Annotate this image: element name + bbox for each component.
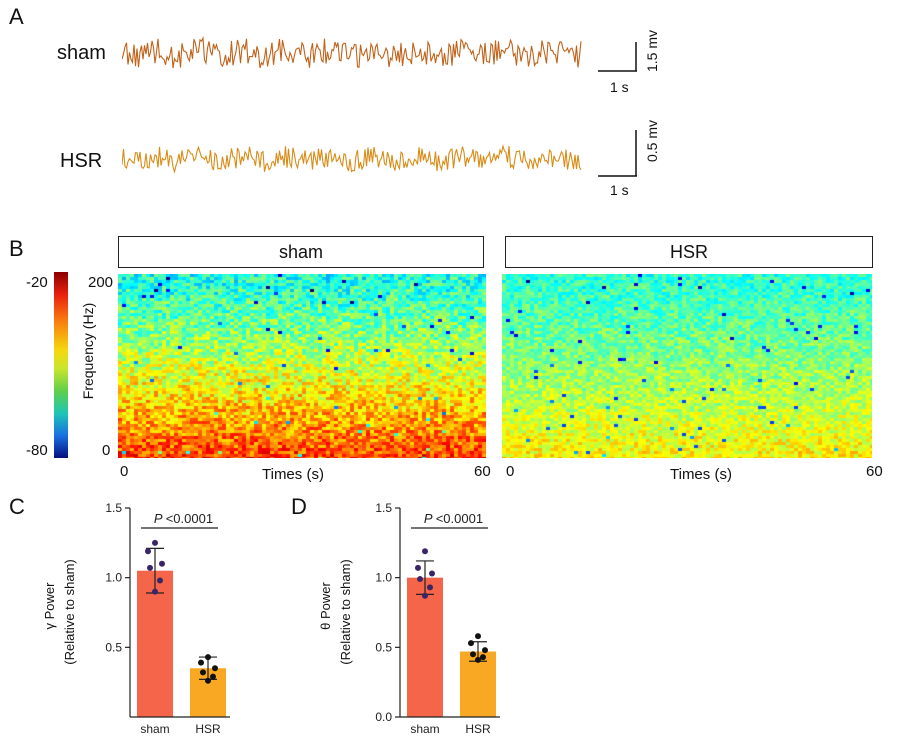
spectrogram-y-top: 200 xyxy=(88,274,114,291)
trace-sham-line xyxy=(122,35,582,69)
scale-sham-time: 1 s xyxy=(610,79,629,95)
trace-sham-label: sham xyxy=(57,42,106,64)
chart-d-ylabel: θ Power xyxy=(318,582,333,630)
spectrogram-sham-xlabel: Times (s) xyxy=(262,466,324,483)
chart-c-point xyxy=(205,654,211,661)
chart-c-xtick-label: HSR xyxy=(195,722,221,736)
scale-bar-sham xyxy=(598,42,637,72)
trace-sham xyxy=(122,35,582,69)
chart-c-ytick-label: 1.0 xyxy=(105,571,122,585)
panel-b-label: B xyxy=(9,236,24,261)
chart-c-point xyxy=(212,665,218,672)
chart-d-xtick-label: HSR xyxy=(465,722,491,736)
chart-c-ytick-label: 0.5 xyxy=(105,640,122,654)
colorbar xyxy=(54,272,68,458)
spectrogram-sham-title: sham xyxy=(118,236,484,268)
chart-c-point xyxy=(159,560,165,567)
spectrogram-hsr-x-end: 60 xyxy=(866,463,883,480)
chart-d-point xyxy=(480,654,486,661)
chart-d-point xyxy=(429,570,435,577)
chart-c-point xyxy=(152,588,158,595)
scale-hsr-time: 1 s xyxy=(610,182,629,198)
spectrogram-sham xyxy=(118,274,486,458)
chart-c-point xyxy=(152,539,158,546)
spectrogram-sham-x-end: 60 xyxy=(474,463,491,480)
chart-c-ylabel2: (Relative to sham) xyxy=(62,559,77,665)
chart-d-ytick-label: 0.0 xyxy=(375,710,392,724)
spectrogram-y-bottom: 0 xyxy=(102,442,111,459)
chart-c-point xyxy=(210,673,216,680)
chart-d-point xyxy=(475,633,481,640)
chart-c-point xyxy=(145,548,151,555)
chart-d-ytick-label: 0.5 xyxy=(375,640,392,654)
chart-c-point xyxy=(198,659,204,666)
chart-c-sig-label: P <0.0001 xyxy=(154,511,213,526)
chart-d-point xyxy=(468,640,474,647)
spectrogram-sham-x-start: 0 xyxy=(120,463,129,480)
scale-bar-hsr xyxy=(598,130,637,177)
panel-c-label: C xyxy=(9,494,25,519)
scale-hsr-voltage: 0.5 mv xyxy=(644,120,660,163)
trace-hsr xyxy=(122,144,582,174)
panel-a-label: A xyxy=(9,4,24,29)
chart-d-ytick-label: 1.0 xyxy=(375,571,392,585)
chart-c-ytick-label: 1.5 xyxy=(105,501,122,515)
scale-sham-voltage: 1.5 mv xyxy=(644,30,660,73)
chart-d: 0.0 0.5 1.0 1.5 sham HSR P <0.0001 xyxy=(375,501,500,736)
chart-d-ytick-label: 1.5 xyxy=(375,501,392,515)
chart-d-xtick-label: sham xyxy=(410,722,439,736)
chart-c-point xyxy=(205,677,211,684)
spectrogram-hsr-xlabel: Times (s) xyxy=(670,466,732,483)
colorbar-min-label: -80 xyxy=(26,442,48,459)
chart-d-sig-label: P <0.0001 xyxy=(424,511,483,526)
chart-d-point xyxy=(427,584,433,591)
chart-c-ylabel: γ Power xyxy=(42,582,57,630)
chart-d-point xyxy=(417,576,423,583)
chart-d-point xyxy=(422,548,428,555)
chart-c-point xyxy=(157,577,163,584)
chart-c-point xyxy=(200,669,206,676)
chart-d-point xyxy=(482,647,488,654)
chart-c-bar-sham xyxy=(137,570,173,717)
chart-d-point xyxy=(470,651,476,658)
trace-hsr-label: HSR xyxy=(60,150,103,172)
colorbar-max-label: -20 xyxy=(26,274,48,291)
chart-c-point xyxy=(147,564,153,571)
spectrogram-hsr-title: HSR xyxy=(505,236,873,268)
spectrogram-hsr-x-start: 0 xyxy=(506,463,515,480)
trace-hsr-line xyxy=(122,144,582,174)
chart-d-point xyxy=(415,564,421,571)
spectrogram-ylabel: Frequency (Hz) xyxy=(80,302,96,400)
panel-d-label: D xyxy=(291,494,307,519)
spectrogram-hsr xyxy=(502,274,872,458)
chart-c-xtick-label: sham xyxy=(140,722,169,736)
chart-c: 0.5 1.0 1.5 sham HSR P <0.0001 xyxy=(105,501,230,736)
chart-d-point xyxy=(475,656,481,663)
chart-d-point xyxy=(422,592,428,599)
chart-d-bar-sham xyxy=(407,577,443,717)
